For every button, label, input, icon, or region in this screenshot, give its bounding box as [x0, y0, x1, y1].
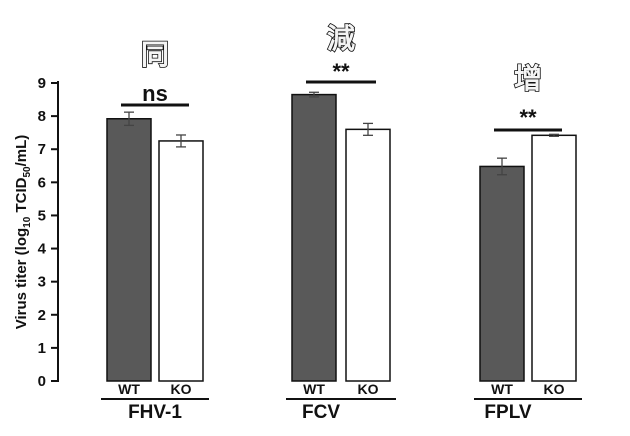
y-tick-label: 1 [38, 340, 46, 357]
bar-fcv-ko [345, 128, 391, 382]
y-tick-label: 4 [38, 241, 47, 258]
y-tick-label: 2 [38, 307, 46, 324]
bar-fplv-ko [531, 134, 577, 382]
category-label-wt: WT [303, 381, 325, 397]
y-axis-label-part: /mL) [13, 135, 30, 167]
bar-fhv-1-ko [158, 140, 204, 382]
significance-label: ns [142, 81, 168, 106]
bar-fhv-1-wt [106, 118, 152, 382]
y-axis-label-part: 10 [22, 216, 33, 228]
y-tick-label: 0 [38, 373, 46, 390]
category-label-ko: KO [544, 381, 565, 397]
y-tick-label: 6 [38, 174, 46, 191]
bar-fcv-wt [291, 93, 337, 382]
y-axis-label: Virus titer (log10 TCID50/mL) [13, 135, 33, 330]
y-axis-label-part: Virus titer (log [13, 228, 30, 329]
y-tick-label: 9 [38, 75, 46, 92]
y-tick-label: 3 [38, 274, 46, 291]
y-axis-label-part: 50 [22, 166, 33, 178]
bar-fplv-wt [479, 165, 525, 382]
category-label-ko: KO [171, 381, 192, 397]
group-label: FPLV [484, 402, 531, 423]
y-tick-label: 7 [38, 141, 46, 158]
y-tick-label: 8 [38, 108, 46, 125]
significance-label: ** [519, 105, 537, 130]
group-annotation: 增 [514, 62, 542, 95]
group-label: FCV [302, 402, 340, 423]
group-annotation: 減 [327, 22, 355, 55]
group-label: FHV-1 [128, 402, 182, 423]
y-axis-label-part: TCID [13, 177, 30, 216]
category-label-wt: WT [491, 381, 513, 397]
y-tick-label: 5 [38, 207, 46, 224]
group-annotation: 同 [141, 38, 169, 71]
category-label-ko: KO [358, 381, 379, 397]
category-label-wt: WT [118, 381, 140, 397]
significance-label: ** [332, 59, 350, 84]
